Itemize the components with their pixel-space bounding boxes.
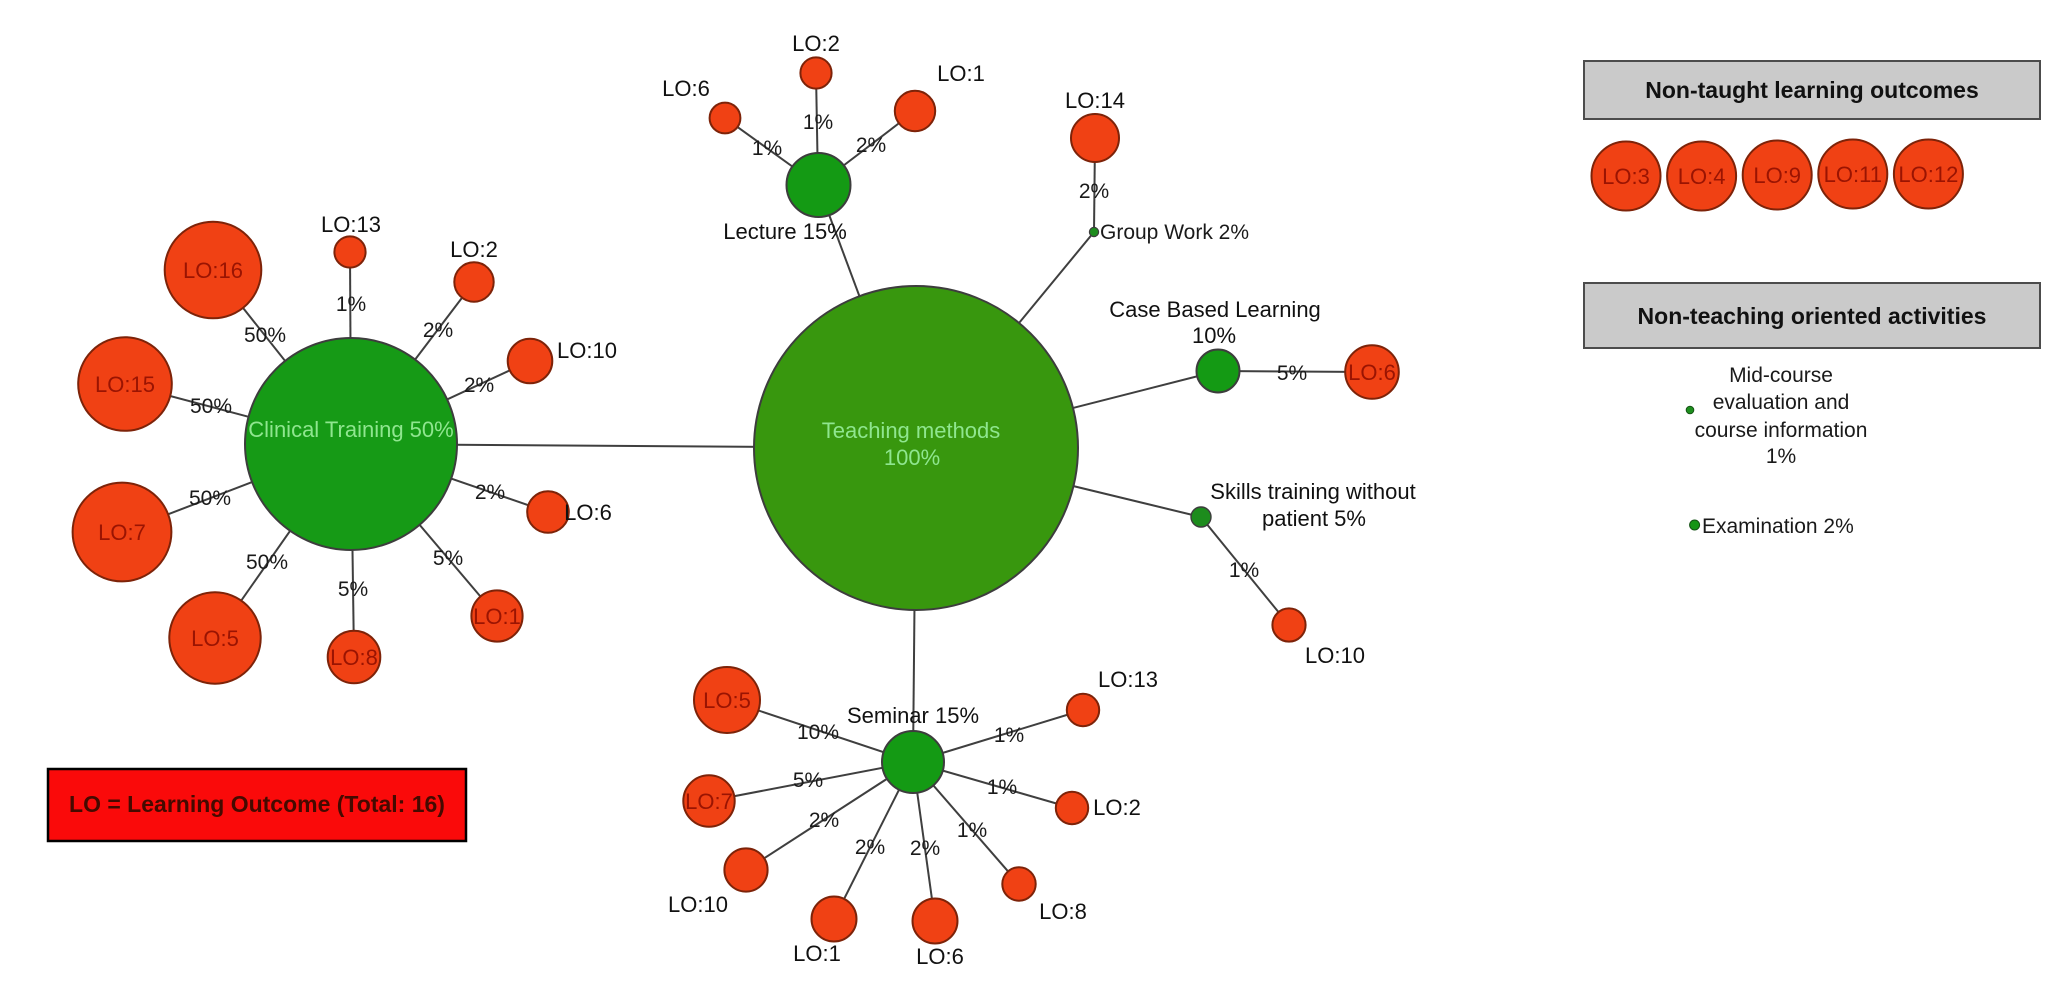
svg-text:100%: 100% [884, 445, 940, 470]
svg-text:LO:4: LO:4 [1678, 164, 1726, 189]
svg-text:patient 5%: patient 5% [1262, 506, 1366, 531]
svg-text:2%: 2% [464, 374, 494, 397]
svg-text:1%: 1% [994, 724, 1024, 747]
svg-text:Examination 2%: Examination 2% [1702, 515, 1854, 538]
svg-text:1%: 1% [1766, 445, 1796, 468]
svg-text:5%: 5% [433, 547, 463, 570]
svg-text:5%: 5% [1277, 362, 1307, 385]
svg-text:LO:3: LO:3 [1602, 164, 1650, 189]
svg-text:LO:2: LO:2 [792, 31, 840, 56]
svg-text:1%: 1% [987, 776, 1017, 799]
svg-text:Skills training without: Skills training without [1210, 479, 1415, 504]
svg-text:Case Based Learning: Case Based Learning [1109, 297, 1321, 322]
svg-text:Seminar 15%: Seminar 15% [847, 703, 979, 728]
svg-text:2%: 2% [809, 809, 839, 832]
svg-text:LO:13: LO:13 [321, 212, 381, 237]
svg-text:LO:6: LO:6 [564, 500, 612, 525]
svg-text:1%: 1% [803, 111, 833, 134]
svg-text:course information: course information [1695, 419, 1868, 442]
svg-text:1%: 1% [957, 819, 987, 842]
svg-text:LO:2: LO:2 [450, 237, 498, 262]
svg-text:LO:13: LO:13 [1098, 667, 1158, 692]
svg-text:2%: 2% [1079, 180, 1109, 203]
svg-text:LO:6: LO:6 [662, 76, 710, 101]
svg-text:LO:1: LO:1 [473, 604, 521, 629]
svg-text:2%: 2% [423, 319, 453, 342]
svg-text:Group Work 2%: Group Work 2% [1100, 221, 1249, 244]
svg-text:5%: 5% [338, 578, 368, 601]
svg-text:LO:9: LO:9 [1753, 163, 1801, 188]
svg-text:Clinical Training 50%: Clinical Training 50% [248, 417, 453, 442]
svg-text:Non-taught learning outcomes: Non-taught learning outcomes [1645, 77, 1979, 103]
svg-text:LO:1: LO:1 [937, 61, 985, 86]
svg-text:LO:8: LO:8 [330, 645, 378, 670]
svg-text:LO:16: LO:16 [183, 258, 243, 283]
svg-text:50%: 50% [190, 395, 232, 418]
svg-text:Teaching methods: Teaching methods [822, 418, 1001, 443]
svg-text:1%: 1% [752, 137, 782, 160]
svg-text:10%: 10% [1192, 323, 1236, 348]
svg-text:1%: 1% [336, 293, 366, 316]
svg-text:LO:10: LO:10 [557, 338, 617, 363]
svg-text:Lecture 15%: Lecture 15% [723, 219, 847, 244]
svg-text:LO = Learning Outcome (Total:: LO = Learning Outcome (Total: 16) [69, 791, 445, 817]
svg-text:LO:5: LO:5 [703, 688, 751, 713]
svg-text:50%: 50% [244, 324, 286, 347]
svg-text:LO:5: LO:5 [191, 626, 239, 651]
svg-text:LO:6: LO:6 [1348, 360, 1396, 385]
svg-text:LO:12: LO:12 [1898, 162, 1958, 187]
svg-text:50%: 50% [246, 551, 288, 574]
svg-text:2%: 2% [475, 481, 505, 504]
svg-text:LO:8: LO:8 [1039, 899, 1087, 924]
svg-text:LO:2: LO:2 [1093, 795, 1141, 820]
svg-text:1%: 1% [1229, 559, 1259, 582]
svg-text:LO:1: LO:1 [793, 941, 841, 966]
svg-text:Non-teaching oriented activiti: Non-teaching oriented activities [1638, 303, 1987, 329]
svg-text:5%: 5% [793, 769, 823, 792]
svg-text:LO:10: LO:10 [668, 892, 728, 917]
svg-text:LO:7: LO:7 [98, 520, 146, 545]
svg-text:LO:7: LO:7 [685, 789, 733, 814]
svg-text:Mid-course: Mid-course [1729, 364, 1833, 387]
svg-text:2%: 2% [910, 837, 940, 860]
svg-text:LO:10: LO:10 [1305, 643, 1365, 668]
svg-text:2%: 2% [855, 836, 885, 859]
svg-text:LO:6: LO:6 [916, 944, 964, 969]
svg-text:LO:15: LO:15 [95, 372, 155, 397]
svg-text:LO:11: LO:11 [1824, 162, 1882, 187]
svg-text:evaluation and: evaluation and [1713, 391, 1850, 414]
svg-text:LO:14: LO:14 [1065, 88, 1125, 113]
svg-text:10%: 10% [797, 721, 839, 744]
svg-text:50%: 50% [189, 487, 231, 510]
svg-text:2%: 2% [856, 134, 886, 157]
